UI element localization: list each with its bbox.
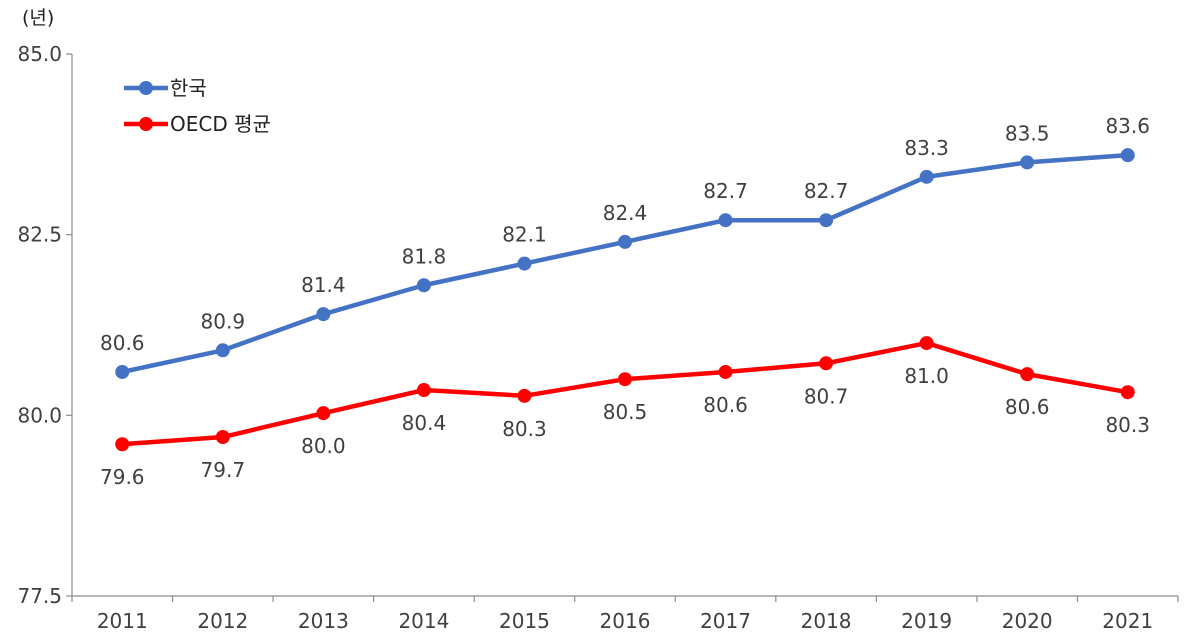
- data-label: 83.5: [1005, 121, 1050, 145]
- data-point: [919, 336, 934, 351]
- x-tick-label: 2016: [600, 609, 651, 633]
- legend-label: OECD 평균: [170, 112, 271, 136]
- x-tick-label: 2015: [499, 609, 550, 633]
- x-tick-label: 2012: [197, 609, 248, 633]
- data-point: [1020, 155, 1035, 170]
- y-tick-label: 77.5: [17, 584, 62, 608]
- x-tick-label: 2013: [298, 609, 349, 633]
- data-point: [517, 388, 532, 403]
- data-point: [215, 343, 230, 358]
- data-point: [1120, 148, 1135, 163]
- data-label: 79.6: [100, 465, 145, 489]
- series-layer: [115, 148, 1135, 452]
- data-point: [517, 256, 532, 271]
- data-label: 79.7: [201, 458, 246, 482]
- data-label: 80.5: [603, 400, 648, 424]
- data-point: [215, 430, 230, 445]
- data-point: [618, 372, 632, 387]
- legend-swatch-marker: [139, 117, 153, 131]
- data-label: 83.6: [1105, 114, 1150, 138]
- data-label: 80.7: [804, 384, 849, 408]
- data-label: 80.3: [502, 417, 547, 441]
- data-point: [416, 278, 431, 293]
- data-point: [416, 383, 431, 398]
- data-label: 80.0: [301, 434, 346, 458]
- data-point: [718, 213, 733, 228]
- y-tick-label: 80.0: [17, 403, 62, 427]
- data-label: 81.0: [904, 364, 949, 388]
- legend: 한국 OECD 평균: [124, 76, 271, 136]
- data-label: 80.6: [703, 393, 748, 417]
- legend-label: 한국: [170, 76, 207, 100]
- data-point: [819, 356, 834, 371]
- x-tick-label: 2021: [1102, 609, 1153, 633]
- data-label: 81.4: [301, 273, 346, 297]
- data-point: [1020, 367, 1035, 382]
- x-tick-label: 2020: [1002, 609, 1053, 633]
- data-label: 82.7: [804, 179, 849, 203]
- data-label: 80.6: [100, 331, 145, 355]
- data-point: [1120, 385, 1135, 400]
- data-label: 82.1: [502, 223, 547, 247]
- data-label: 80.9: [201, 309, 246, 333]
- data-point: [316, 406, 331, 421]
- y-axis-unit-label: (년): [22, 7, 54, 29]
- data-label: 80.4: [402, 411, 447, 435]
- series-line-1: [120, 340, 1130, 447]
- data-point: [115, 364, 130, 379]
- axes: 77.5 80.0 82.5 85.0 2011 2012 2013 2014 2015 2016…: [17, 42, 1179, 633]
- x-tick-label: 2019: [901, 609, 952, 633]
- data-point: [115, 437, 130, 452]
- x-tick-label: 2017: [700, 609, 751, 633]
- data-point: [819, 213, 834, 228]
- data-label: 83.3: [904, 136, 949, 160]
- y-tick-label: 82.5: [17, 223, 62, 247]
- data-label: 80.3: [1105, 413, 1150, 437]
- legend-swatch-marker: [139, 81, 153, 95]
- data-point: [316, 307, 331, 322]
- data-point: [718, 364, 733, 379]
- series-line-0: [120, 152, 1130, 375]
- data-label: 81.8: [402, 244, 447, 268]
- x-tick-label: 2014: [398, 609, 449, 633]
- x-tick-label: 2011: [97, 609, 148, 633]
- data-label: 80.6: [1005, 395, 1050, 419]
- data-label: 82.4: [603, 201, 648, 225]
- x-tick-label: 2018: [801, 609, 852, 633]
- data-labels-layer: 80.6 80.9 81.4 81.8 82.1 82.4 82.7 82.7 83.3 83.5…: [100, 114, 1150, 489]
- data-point: [919, 169, 934, 184]
- data-label: 82.7: [703, 179, 748, 203]
- y-tick-label: 85.0: [17, 42, 62, 66]
- data-point: [618, 234, 632, 249]
